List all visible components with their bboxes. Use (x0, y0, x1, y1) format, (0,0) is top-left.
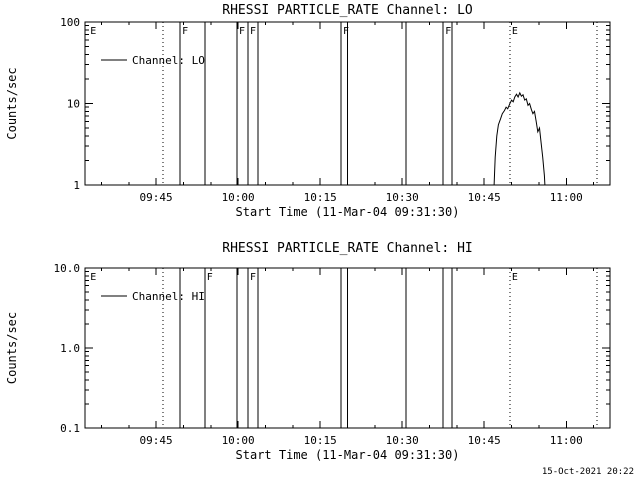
x-tick-label: 11:00 (550, 434, 583, 447)
x-tick-label: 09:45 (140, 434, 173, 447)
particle-rate-curve (493, 91, 546, 186)
plot-creation-timestamp: 15-Oct-2021 20:22 (541, 467, 634, 477)
x-axis-title: Start Time (11-Mar-04 09:31:30) (236, 448, 460, 462)
panel-title: RHESSI PARTICLE_RATE Channel: LO (222, 3, 473, 18)
event-label-e: E (512, 272, 518, 283)
x-tick-label: 10:45 (468, 191, 501, 204)
legend-label: Channel: HI (132, 290, 205, 303)
x-tick-label: 11:00 (550, 191, 583, 204)
y-tick-label: 100 (60, 16, 80, 29)
panel-lo: RHESSI PARTICLE_RATE Channel: LO Counts/s… (5, 3, 611, 219)
event-label-f: F (207, 272, 213, 283)
event-label-f: F (343, 26, 349, 37)
x-tick-label: 10:30 (386, 434, 419, 447)
event-label-e: E (90, 26, 96, 37)
x-tick-label: 10:00 (222, 434, 255, 447)
y-axis-title: Counts/sec (5, 67, 19, 139)
y-tick-label: 10 (67, 98, 80, 111)
event-label-f: F (250, 26, 256, 37)
event-label-f: F (182, 26, 188, 37)
event-label-f: F (250, 272, 256, 283)
panel-title: RHESSI PARTICLE_RATE Channel: HI (222, 241, 472, 256)
event-label-e: E (90, 272, 96, 283)
event-label-e: E (512, 26, 518, 37)
event-label-f: F (239, 26, 245, 37)
x-tick-label: 10:30 (386, 191, 419, 204)
x-tick-label: 10:45 (468, 434, 501, 447)
legend-label: Channel: LO (132, 54, 205, 67)
x-tick-label: 10:15 (304, 434, 337, 447)
y-tick-label: 0.1 (60, 422, 80, 435)
y-tick-label: 1.0 (60, 342, 80, 355)
x-tick-label: 10:15 (304, 191, 337, 204)
x-tick-label: 09:45 (140, 191, 173, 204)
y-tick-label: 1 (73, 179, 80, 192)
panel-hi: RHESSI PARTICLE_RATE Channel: HI Counts/s… (5, 241, 611, 462)
x-tick-label: 10:00 (222, 191, 255, 204)
y-axis-title: Counts/sec (5, 312, 19, 384)
event-label-f: F (445, 26, 451, 37)
y-tick-label: 10.0 (54, 262, 81, 275)
x-axis-title: Start Time (11-Mar-04 09:31:30) (236, 205, 460, 219)
